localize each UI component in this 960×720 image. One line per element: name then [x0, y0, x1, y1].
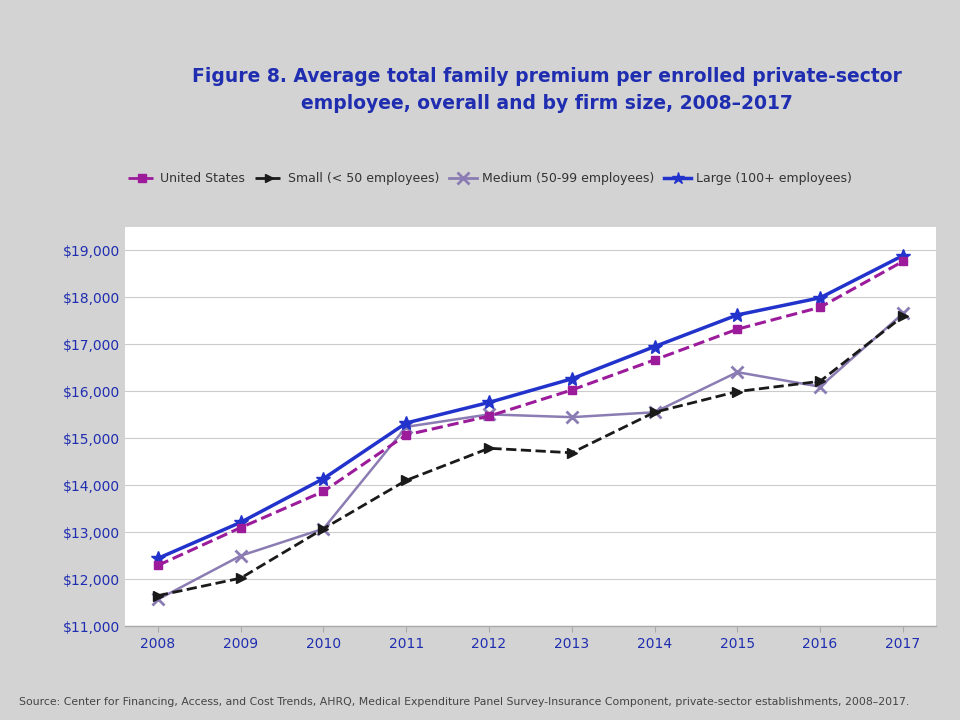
Text: Source: Center for Financing, Access, and Cost Trends, AHRQ, Medical Expenditure: Source: Center for Financing, Access, an… — [19, 697, 909, 707]
Text: Figure 8. Average total family premium per enrolled private-sector
employee, ove: Figure 8. Average total family premium p… — [192, 67, 902, 113]
Legend: United States, Small (< 50 employees), Medium (50-99 employees), Large (100+ emp: United States, Small (< 50 employees), M… — [123, 167, 857, 190]
